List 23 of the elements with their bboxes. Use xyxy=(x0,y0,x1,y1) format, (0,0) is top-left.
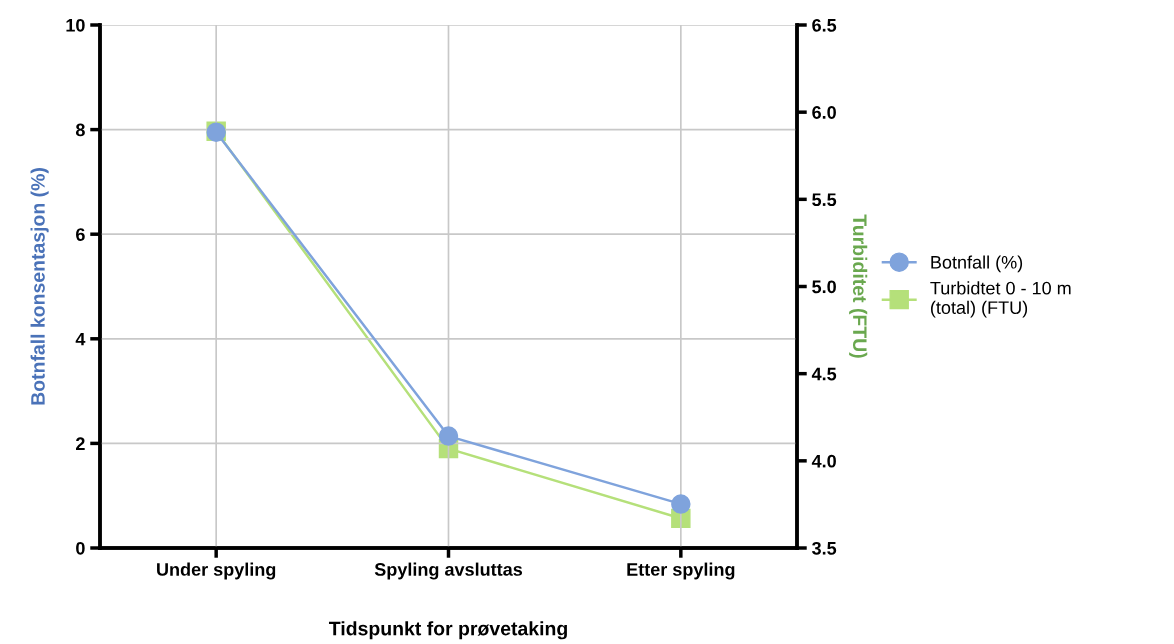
y-tick-label: 8 xyxy=(75,123,85,137)
legend-label: Turbidtet 0 - 10 m (total) (FTU) xyxy=(930,281,1071,318)
y-tick-label: 4 xyxy=(75,332,86,346)
y2-tick-label: 6.5 xyxy=(812,18,837,32)
y-tick-label: 0 xyxy=(76,541,85,555)
y2-tick-label: 5.0 xyxy=(812,280,836,294)
y2-axis-title: Turbiditet (FTU) xyxy=(849,214,868,358)
y2-tick-label: 6.0 xyxy=(812,106,836,119)
legend-label: Botnfall (%) xyxy=(931,255,1023,273)
y2-tick-label: 4.0 xyxy=(811,454,836,468)
point xyxy=(671,494,691,514)
x-tick-label: Etter spyling xyxy=(627,562,735,580)
y2-tick-label: 4.5 xyxy=(811,367,837,381)
x-tick-label: Spyling avsluttas xyxy=(374,562,523,580)
y-axis-title: Botnfall konsentasjon (%) xyxy=(30,168,49,405)
y2-tick-label: 3.5 xyxy=(812,541,837,555)
y-tick-label: 10 xyxy=(66,18,85,32)
x-tick-label: Under spyling xyxy=(157,562,276,580)
y-tick-label: 6 xyxy=(76,228,85,241)
y2-tick-label: 5.5 xyxy=(812,193,837,207)
point xyxy=(438,426,459,446)
y-tick-label: 2 xyxy=(76,437,85,450)
x-axis-title: Tidspunkt for prøvetaking xyxy=(328,621,567,640)
